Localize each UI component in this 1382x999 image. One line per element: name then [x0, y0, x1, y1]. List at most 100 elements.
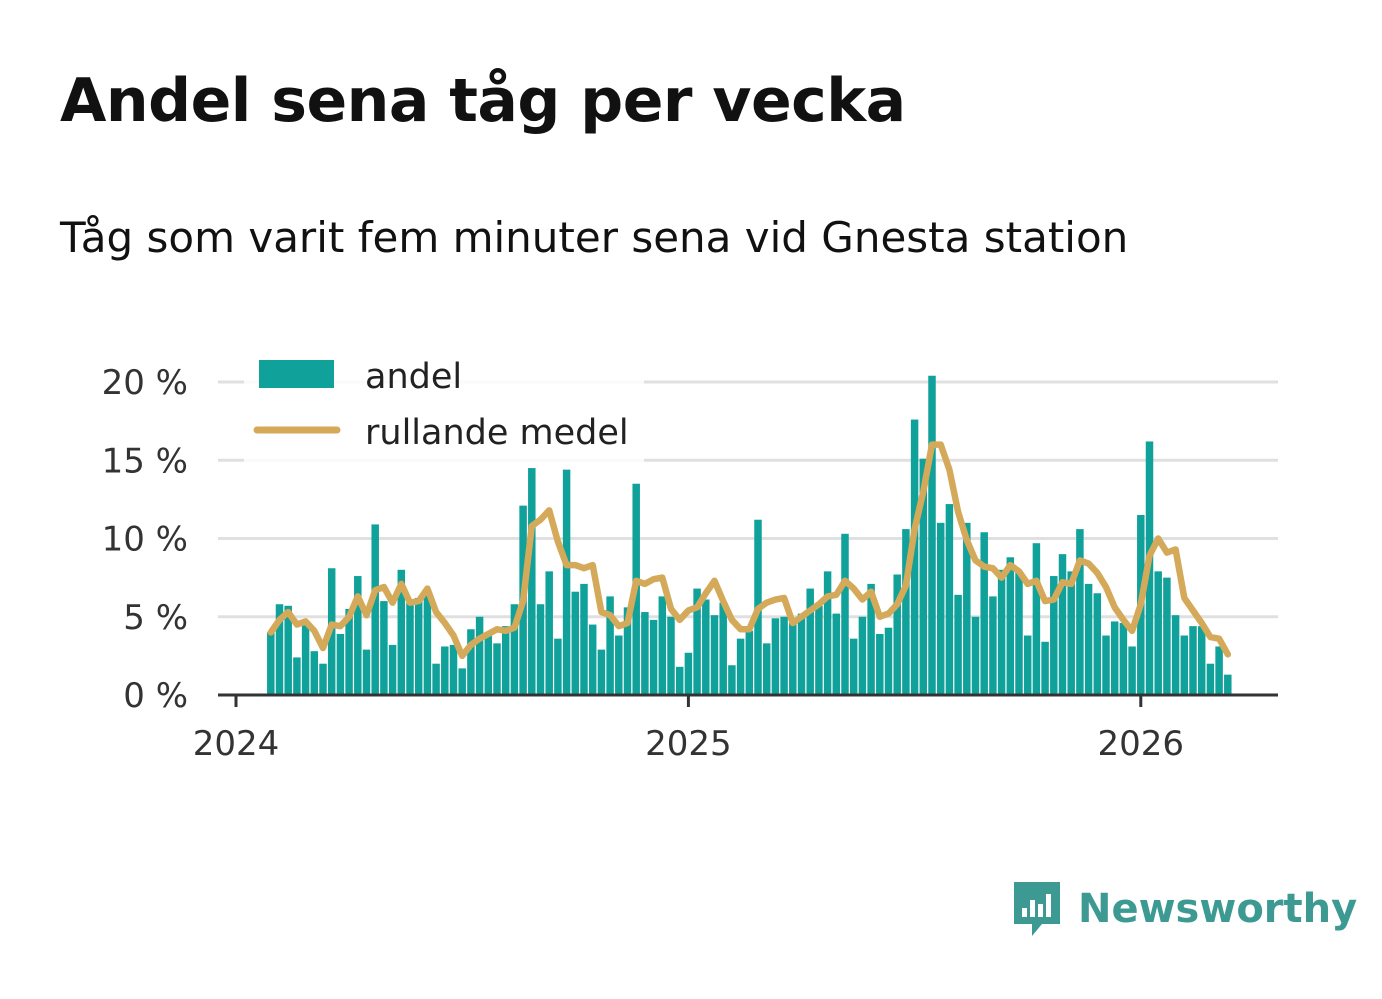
bar	[963, 522, 971, 695]
bar	[1180, 635, 1189, 695]
bar	[1197, 626, 1206, 695]
bar	[945, 504, 954, 695]
bar	[849, 638, 858, 695]
bar	[571, 591, 580, 695]
bar	[884, 627, 893, 696]
bar	[423, 591, 432, 695]
y-tick-label: 20 %	[102, 363, 188, 403]
bar	[441, 646, 449, 696]
bar	[432, 663, 440, 695]
bar	[1102, 635, 1110, 695]
y-tick-label: 10 %	[102, 520, 188, 560]
bar	[719, 602, 727, 695]
bar	[989, 596, 997, 695]
bar	[414, 597, 423, 695]
bar	[876, 633, 884, 695]
bar	[997, 569, 1006, 695]
bar	[1171, 615, 1180, 695]
bar	[449, 644, 458, 695]
bar	[1023, 635, 1032, 695]
bar	[1084, 583, 1093, 695]
rolling-mean-line	[267, 441, 1232, 660]
bar	[1215, 646, 1223, 696]
bar	[1163, 577, 1171, 696]
bar	[623, 607, 632, 695]
bar	[293, 657, 301, 695]
bar	[980, 532, 988, 695]
bar	[371, 524, 379, 695]
bar	[658, 596, 667, 695]
bar	[615, 635, 623, 695]
y-tick-label: 0 %	[123, 676, 188, 716]
bar	[736, 638, 745, 695]
bar	[815, 605, 823, 695]
bar	[275, 604, 284, 695]
bar	[893, 574, 901, 696]
bar	[832, 613, 841, 695]
bar	[1093, 593, 1102, 695]
bar	[762, 643, 771, 695]
bar	[475, 616, 484, 695]
bar	[902, 529, 910, 695]
bar	[1032, 543, 1041, 695]
bar	[1067, 571, 1075, 696]
bar	[336, 633, 345, 695]
newsworthy-logo-icon	[1014, 882, 1060, 936]
bar	[649, 619, 658, 695]
x-tick-label: 2024	[193, 724, 280, 764]
bar	[1119, 623, 1128, 695]
bar	[606, 596, 614, 695]
legend-swatch-andel	[259, 360, 334, 388]
bar	[954, 594, 962, 695]
y-tick-label: 15 %	[102, 441, 188, 481]
bar	[501, 626, 510, 695]
bar	[310, 651, 319, 695]
bar	[588, 624, 597, 695]
bar	[1224, 674, 1232, 695]
bar	[867, 583, 875, 695]
bar	[1154, 571, 1162, 696]
bar	[797, 613, 806, 695]
bar	[910, 419, 919, 695]
legend-label-andel: andel	[365, 357, 462, 397]
bar	[693, 588, 701, 695]
rolling-mean-series	[267, 441, 1232, 660]
bar	[388, 644, 397, 695]
bar	[580, 583, 588, 695]
bar	[702, 599, 710, 695]
bar	[510, 604, 519, 695]
bar	[284, 605, 292, 695]
bar	[745, 630, 754, 695]
bar	[806, 588, 814, 695]
bar	[675, 666, 684, 695]
x-tick-label: 2026	[1098, 724, 1185, 764]
bar	[684, 652, 693, 696]
x-tick-label: 2025	[645, 724, 732, 764]
bar	[936, 522, 945, 695]
bar	[536, 604, 545, 695]
bar	[728, 665, 736, 695]
bar	[267, 632, 275, 695]
bar	[301, 621, 310, 695]
bar	[1050, 576, 1058, 695]
bar	[919, 458, 928, 695]
brand-name: Newsworthy	[1078, 886, 1358, 932]
brand-logo: Newsworthy	[1010, 878, 1357, 940]
legend: andel rullande medel	[244, 350, 644, 462]
bar	[710, 615, 719, 695]
bar	[458, 668, 466, 695]
bar	[554, 638, 562, 695]
bar	[597, 649, 606, 695]
bar	[528, 468, 536, 695]
bar	[345, 608, 353, 695]
bar	[1128, 646, 1136, 696]
bar	[562, 469, 571, 695]
legend-label-rolling-mean: rullande medel	[365, 413, 629, 453]
bar	[971, 616, 980, 695]
chart-title: Andel sena tåg per vecka	[60, 66, 906, 136]
bar	[545, 571, 553, 696]
bar	[928, 375, 936, 695]
chart-subtitle: Tåg som varit fem minuter sena vid Gnest…	[60, 213, 1129, 262]
bar	[1015, 571, 1023, 696]
